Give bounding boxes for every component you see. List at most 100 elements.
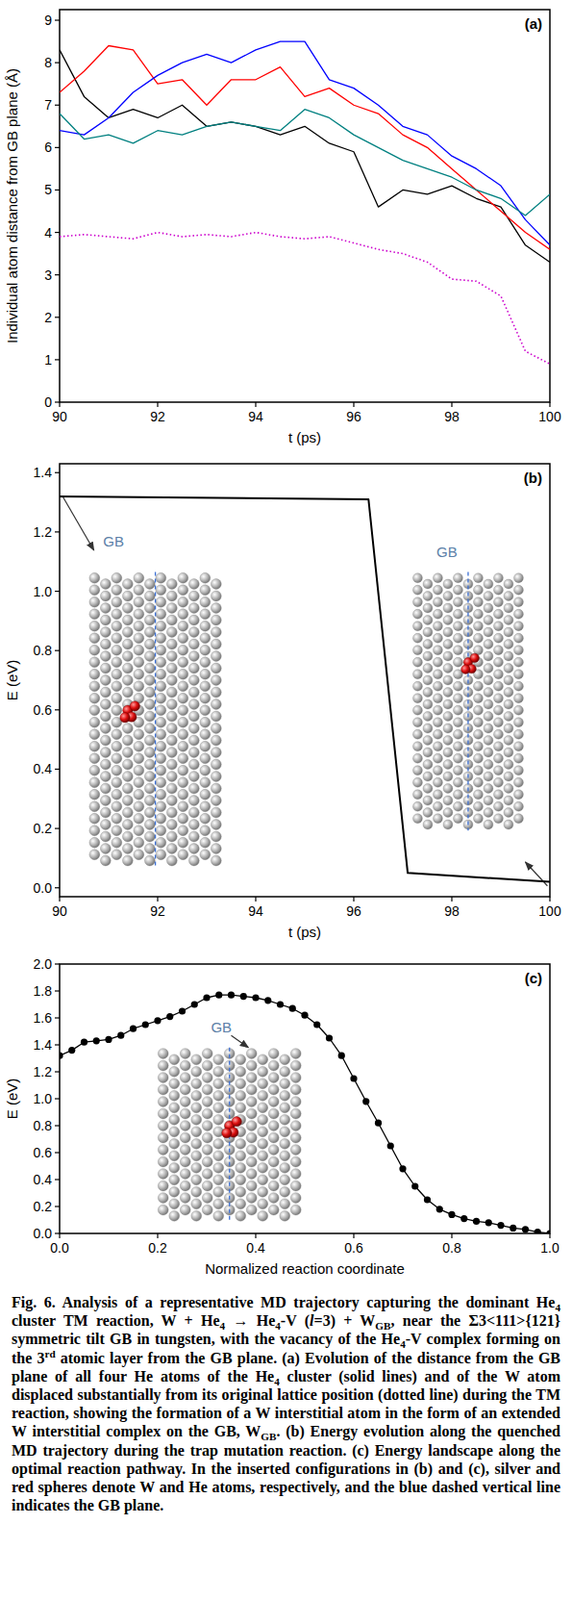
w-atom	[122, 614, 133, 625]
y-tick-label: 0.8	[33, 642, 53, 658]
w-atom	[443, 615, 453, 625]
w-atom	[413, 656, 423, 667]
w-atom	[443, 759, 453, 770]
w-atom	[514, 800, 524, 811]
w-atom	[111, 668, 123, 679]
w-atom	[89, 608, 100, 620]
w-atom	[157, 1179, 169, 1191]
w-atom	[144, 782, 155, 794]
w-atom	[422, 639, 433, 649]
w-atom	[290, 1192, 301, 1203]
w-atom	[122, 650, 133, 662]
w-atom	[188, 782, 199, 794]
data-point	[509, 1223, 517, 1231]
w-atom	[155, 752, 167, 764]
w-atom	[122, 662, 133, 673]
w-atom	[483, 807, 494, 818]
x-tick-label: 94	[248, 408, 264, 424]
caption-text: 4	[274, 1318, 281, 1331]
w-atom	[413, 776, 423, 787]
data-point	[300, 1011, 308, 1019]
w-atom	[210, 843, 222, 854]
w-atom	[111, 740, 123, 751]
w-atom	[188, 650, 199, 662]
data-point	[362, 1096, 370, 1104]
figure: 90929496981000123456789t (ps)Individual …	[0, 0, 572, 1289]
w-atom	[133, 644, 145, 655]
w-atom	[89, 836, 100, 847]
w-atom	[210, 686, 222, 697]
y-tick-label: 0.4	[33, 1170, 53, 1187]
w-atom	[422, 663, 433, 673]
w-atom	[453, 765, 464, 775]
w-atom	[473, 596, 484, 607]
w-atom	[210, 830, 222, 842]
w-atom	[157, 1083, 169, 1095]
w-atom	[514, 765, 524, 775]
w-atom	[210, 819, 222, 830]
w-atom	[213, 1209, 224, 1220]
w-atom	[177, 620, 189, 631]
y-tick	[54, 62, 60, 64]
y-tick	[54, 827, 60, 829]
data-point	[472, 1217, 480, 1224]
data-point	[129, 1024, 137, 1032]
w-atom	[166, 758, 177, 770]
w-atom	[201, 1168, 213, 1179]
w-atom	[166, 602, 177, 614]
w-atom	[122, 674, 133, 686]
w-atom	[155, 728, 167, 740]
w-atom	[422, 819, 433, 829]
w-atom	[514, 608, 524, 619]
w-atom	[179, 1095, 191, 1107]
w-atom	[177, 584, 189, 596]
x-tick	[58, 895, 60, 901]
y-tick-label: 0.8	[33, 1117, 53, 1133]
series-line	[59, 45, 550, 249]
caption-text: 4	[554, 1300, 561, 1313]
w-atom	[514, 572, 524, 583]
y-tick-label: 7	[44, 97, 52, 113]
w-atom	[188, 578, 199, 590]
w-atom	[413, 693, 423, 703]
w-atom	[99, 722, 111, 734]
x-tick	[156, 1232, 158, 1238]
w-atom	[99, 662, 111, 673]
w-atom	[201, 1144, 213, 1155]
w-atom	[210, 590, 222, 601]
w-atom	[99, 710, 111, 722]
w-atom	[413, 704, 423, 715]
y-tick-label: 0.6	[33, 701, 53, 718]
w-atom	[155, 824, 167, 836]
w-atom	[210, 602, 222, 614]
w-atom	[157, 1144, 169, 1155]
caption-text: GB	[260, 1430, 276, 1443]
w-atom	[89, 632, 100, 644]
w-atom	[199, 596, 211, 607]
w-atom	[89, 788, 100, 799]
w-atom	[111, 776, 123, 788]
w-atom	[473, 608, 484, 619]
w-atom	[279, 1077, 291, 1089]
atom-configuration	[89, 572, 222, 867]
w-atom	[453, 776, 464, 787]
data-point	[202, 993, 210, 1000]
w-atom	[268, 1059, 279, 1070]
w-atom	[483, 687, 494, 697]
series-line	[59, 994, 550, 1233]
y-tick	[54, 358, 60, 360]
w-atom	[257, 1113, 269, 1124]
w-atom	[473, 717, 484, 727]
w-atom	[279, 1197, 291, 1209]
w-atom	[99, 830, 111, 842]
w-atom	[155, 800, 167, 812]
w-atom	[290, 1155, 301, 1167]
w-atom	[89, 692, 100, 703]
x-tick-label: 96	[346, 408, 362, 424]
w-atom	[503, 591, 514, 601]
w-atom	[99, 602, 111, 614]
plot-frame	[59, 963, 550, 1233]
w-atom	[177, 752, 189, 764]
w-atom	[89, 596, 100, 607]
data-point	[166, 1012, 174, 1020]
